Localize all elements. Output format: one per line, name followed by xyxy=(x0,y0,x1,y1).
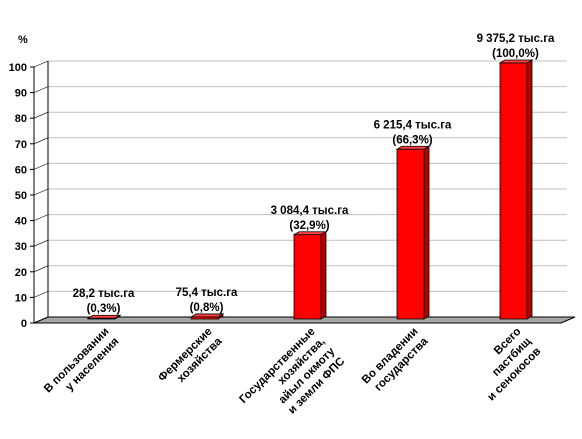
data-label: 9 375,2 тыс.га xyxy=(477,33,555,45)
data-labels: 28,2 тыс.га (0,3%) 75,4 тыс.га (0,8%) 3 084,… xyxy=(73,33,555,315)
bar-side xyxy=(320,231,327,320)
y-tick-connector xyxy=(33,137,49,145)
y-tick-label: 50 xyxy=(15,190,27,202)
bar-front xyxy=(396,148,425,320)
bar xyxy=(292,231,328,320)
data-label: 28,2 тыс.га xyxy=(73,288,135,300)
bar-front xyxy=(293,234,322,320)
y-tick-label: 70 xyxy=(15,139,27,151)
bar-top xyxy=(86,314,122,319)
y-tick-connector xyxy=(33,239,49,247)
bar-top xyxy=(498,59,534,64)
bar xyxy=(86,314,122,320)
y-tick-connector xyxy=(33,291,49,298)
data-label: 6 215,4 тыс.га xyxy=(374,119,452,131)
y-tick-connector xyxy=(33,188,49,196)
y-tick-label: 60 xyxy=(15,164,27,176)
y-tick-connector xyxy=(33,111,49,119)
bar-front xyxy=(499,62,528,320)
bar-top xyxy=(189,313,225,318)
data-label: (32,9%) xyxy=(289,220,329,232)
bar xyxy=(498,59,534,320)
bar-top xyxy=(292,231,328,236)
y-tick-label: 80 xyxy=(15,113,27,125)
y-tick-label: 90 xyxy=(15,88,27,100)
data-label: (66,3%) xyxy=(392,134,432,146)
y-tick-connector xyxy=(33,265,49,273)
data-label: 75,4 тыс.га xyxy=(176,287,238,299)
y-tick-connector xyxy=(33,60,49,68)
y-tick-connector xyxy=(33,86,49,93)
y-tick-label: 100 xyxy=(9,62,27,74)
y-tick-connector xyxy=(33,163,49,170)
data-label: (100,0%) xyxy=(492,48,539,60)
bar-top xyxy=(395,145,431,150)
y-tick-connector xyxy=(33,316,49,324)
gridlines xyxy=(48,60,567,292)
bar-side xyxy=(526,59,533,320)
y-tick-label: 30 xyxy=(15,241,27,253)
data-label: 3 084,4 тыс.га xyxy=(271,205,349,217)
y-tick-label: 20 xyxy=(15,267,27,279)
y-tick-labels: 0 10 20 30 40 50 60 70 80 90 100 xyxy=(9,62,27,330)
bar-front xyxy=(87,317,116,320)
y-tick-connector xyxy=(33,214,49,221)
data-label: (0,3%) xyxy=(87,303,121,315)
data-label: (0,8%) xyxy=(190,302,224,314)
bar-front xyxy=(190,316,219,320)
bars xyxy=(86,59,534,320)
bar xyxy=(395,145,431,320)
y-tick-label: 0 xyxy=(21,318,27,330)
y-tick-label: 40 xyxy=(15,216,27,228)
bar xyxy=(189,313,225,320)
y-tick-label: 10 xyxy=(15,292,27,304)
y-axis-label: % xyxy=(18,34,28,46)
bar-side xyxy=(423,145,430,320)
